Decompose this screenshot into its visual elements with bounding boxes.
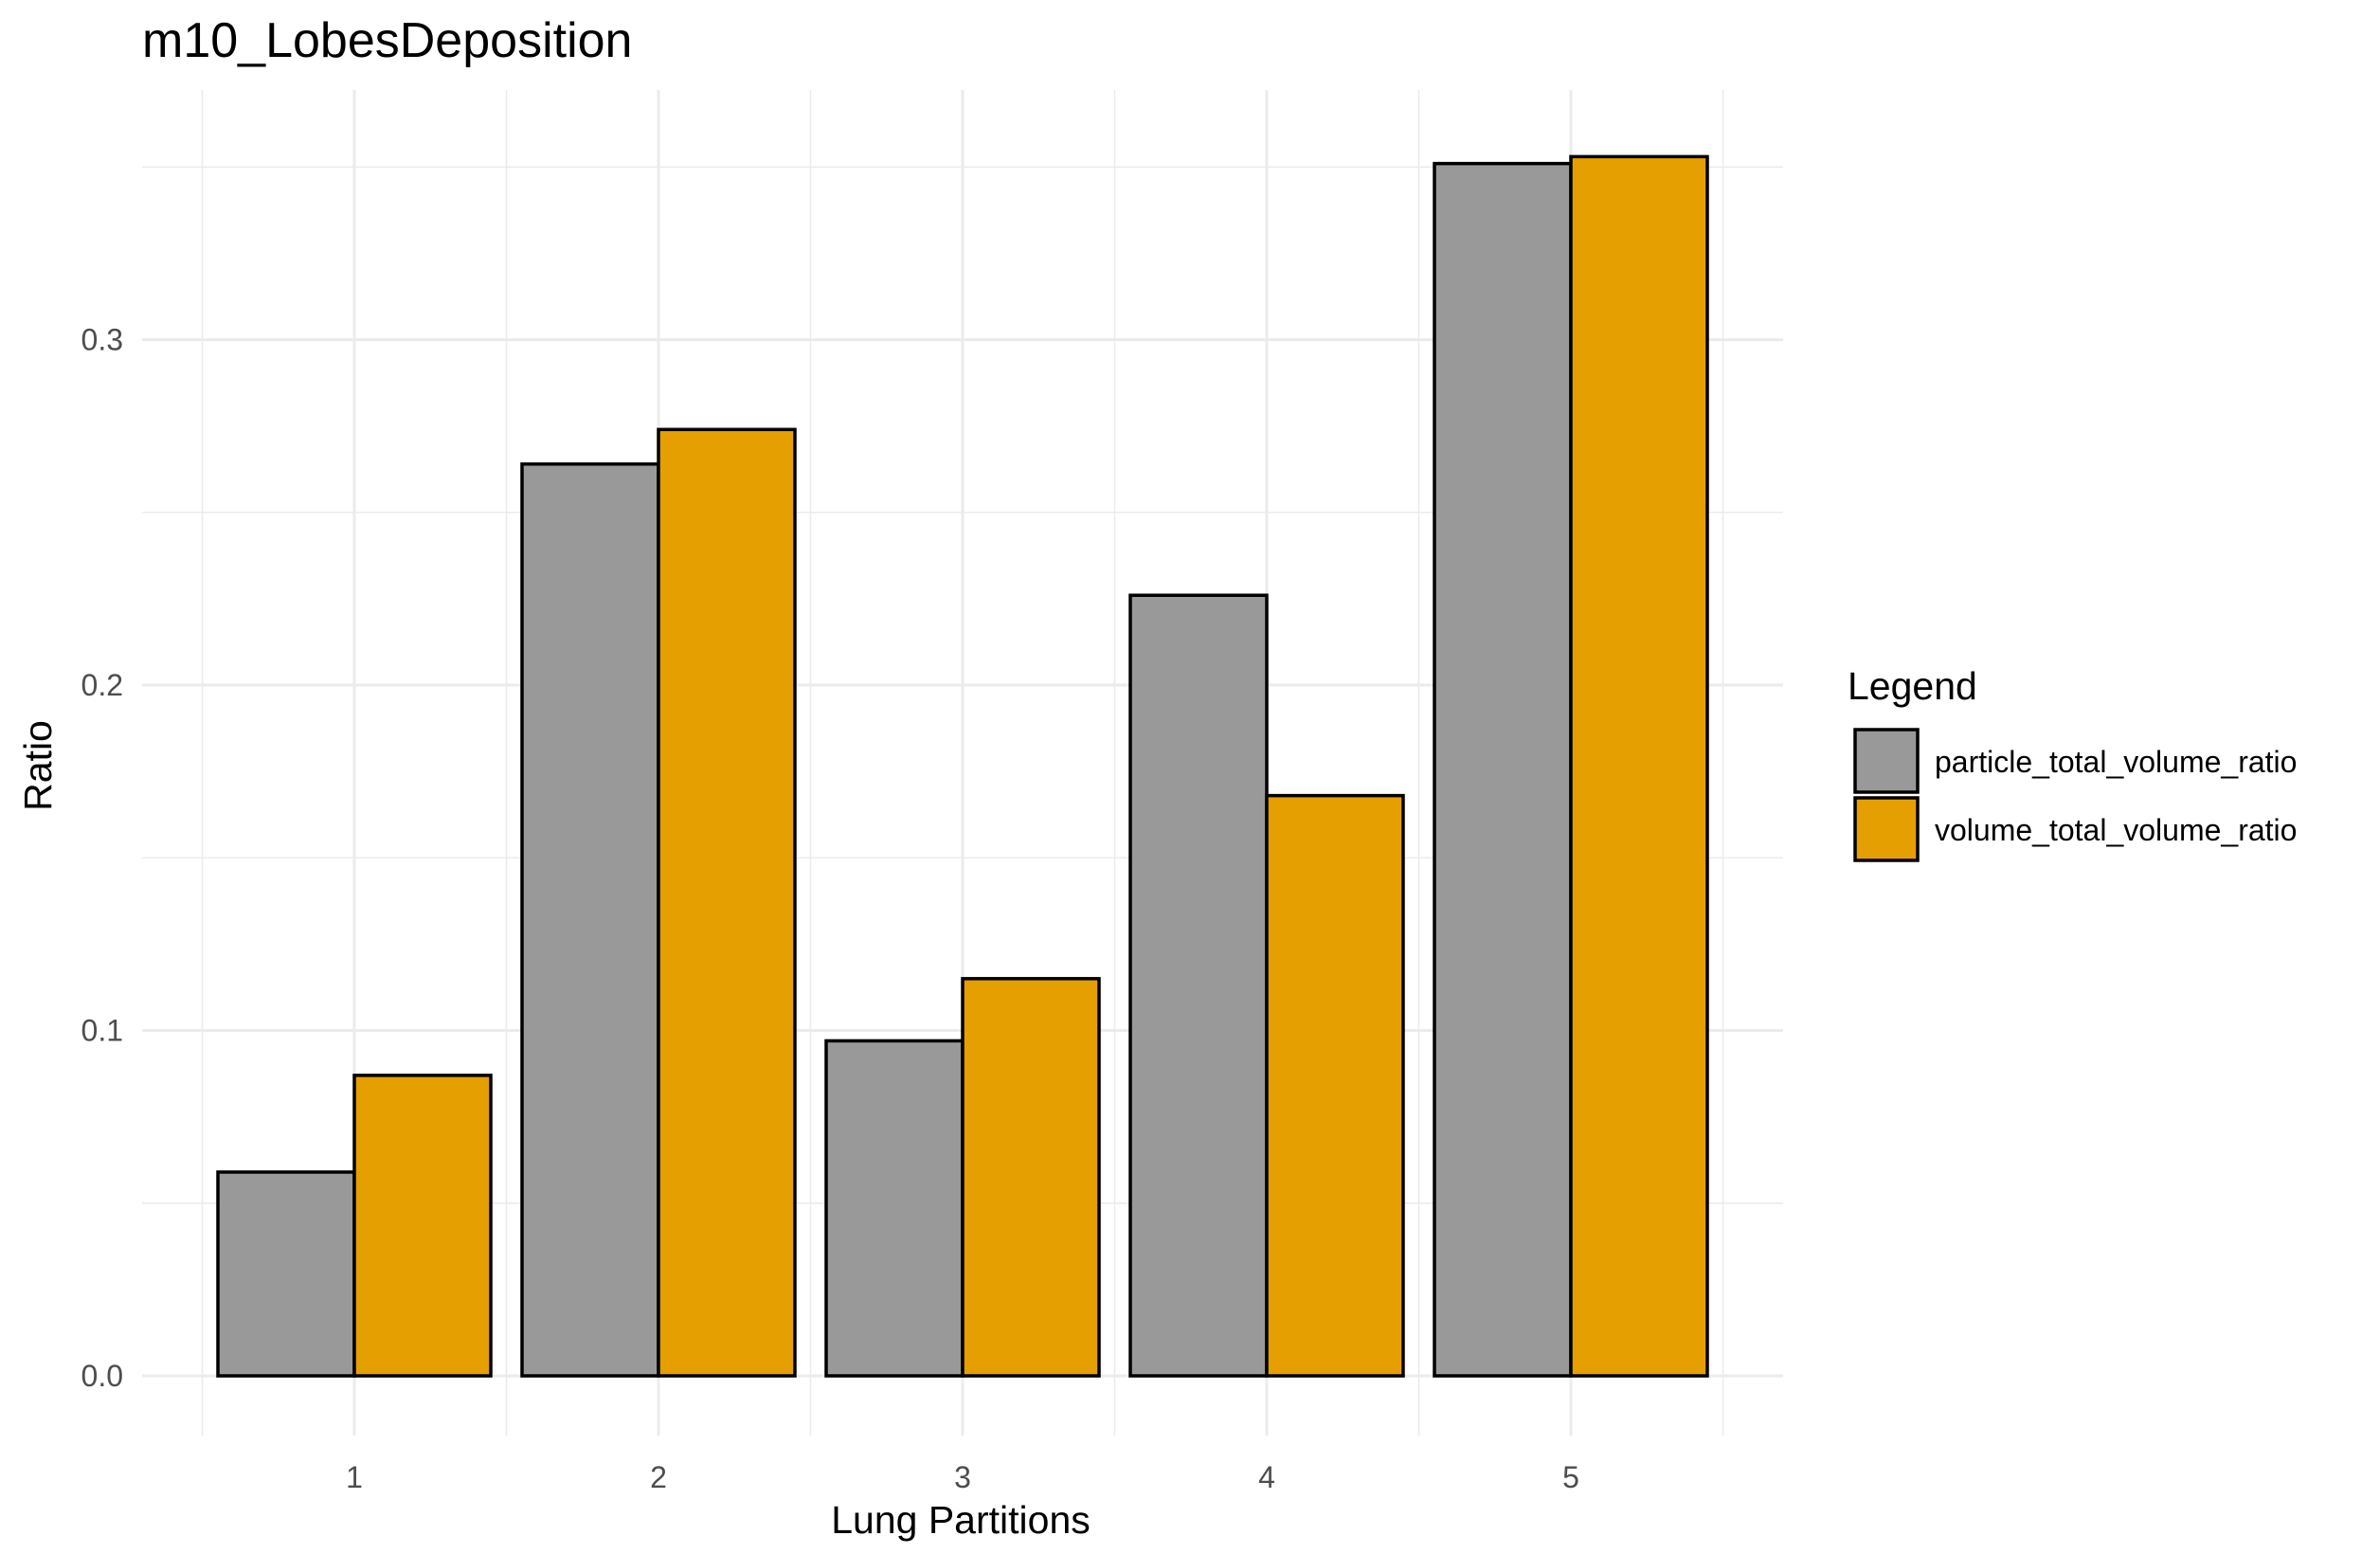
x-tick-label: 1 <box>346 1460 363 1494</box>
legend-key-volume-total-volume-ratio <box>1853 796 1920 862</box>
x-tick-label: 4 <box>1258 1460 1275 1494</box>
x-tick-label: 5 <box>1562 1460 1579 1494</box>
y-axis-title: Ratio <box>16 720 60 811</box>
bars-layer <box>216 154 1709 1378</box>
legend-label: particle_total_volume_ratio <box>1935 745 2297 779</box>
x-axis-ticks: 1 2 3 4 5 <box>346 1460 1579 1494</box>
bar-particle-total-volume-ratio-2 <box>520 461 660 1378</box>
bar-volume-total-volume-ratio-2 <box>657 427 797 1378</box>
bar-volume-total-volume-ratio-5 <box>1569 154 1709 1378</box>
legend-items: particle_total_volume_ratio volume_total_… <box>1853 728 2297 862</box>
bar-particle-total-volume-ratio-5 <box>1433 161 1573 1378</box>
bar-volume-total-volume-ratio-3 <box>961 977 1101 1378</box>
y-tick-label: 0.1 <box>81 1014 123 1048</box>
x-tick-label: 2 <box>650 1460 667 1494</box>
y-tick-label: 0.0 <box>81 1359 123 1393</box>
x-axis-title: Lung Partitions <box>831 1498 1091 1542</box>
bar-volume-total-volume-ratio-4 <box>1265 793 1405 1378</box>
bar-particle-total-volume-ratio-1 <box>216 1170 356 1378</box>
y-tick-label: 0.3 <box>81 323 123 357</box>
x-tick-label: 3 <box>954 1460 971 1494</box>
legend-title: Legend <box>1848 664 1977 708</box>
legend: Legend particle_total_volume_ratiovolume… <box>1848 664 2297 862</box>
y-axis-ticks: 0.0 0.1 0.2 0.3 <box>81 323 123 1394</box>
y-tick-label: 0.2 <box>81 668 123 702</box>
bar-particle-total-volume-ratio-4 <box>1128 593 1269 1378</box>
bar-particle-total-volume-ratio-3 <box>824 1039 965 1378</box>
chart-title: m10_LobesDeposition <box>142 13 632 68</box>
legend-label: volume_total_volume_ratio <box>1935 813 2297 847</box>
legend-key-particle-total-volume-ratio <box>1853 728 1920 794</box>
bar-volume-total-volume-ratio-1 <box>352 1074 493 1378</box>
